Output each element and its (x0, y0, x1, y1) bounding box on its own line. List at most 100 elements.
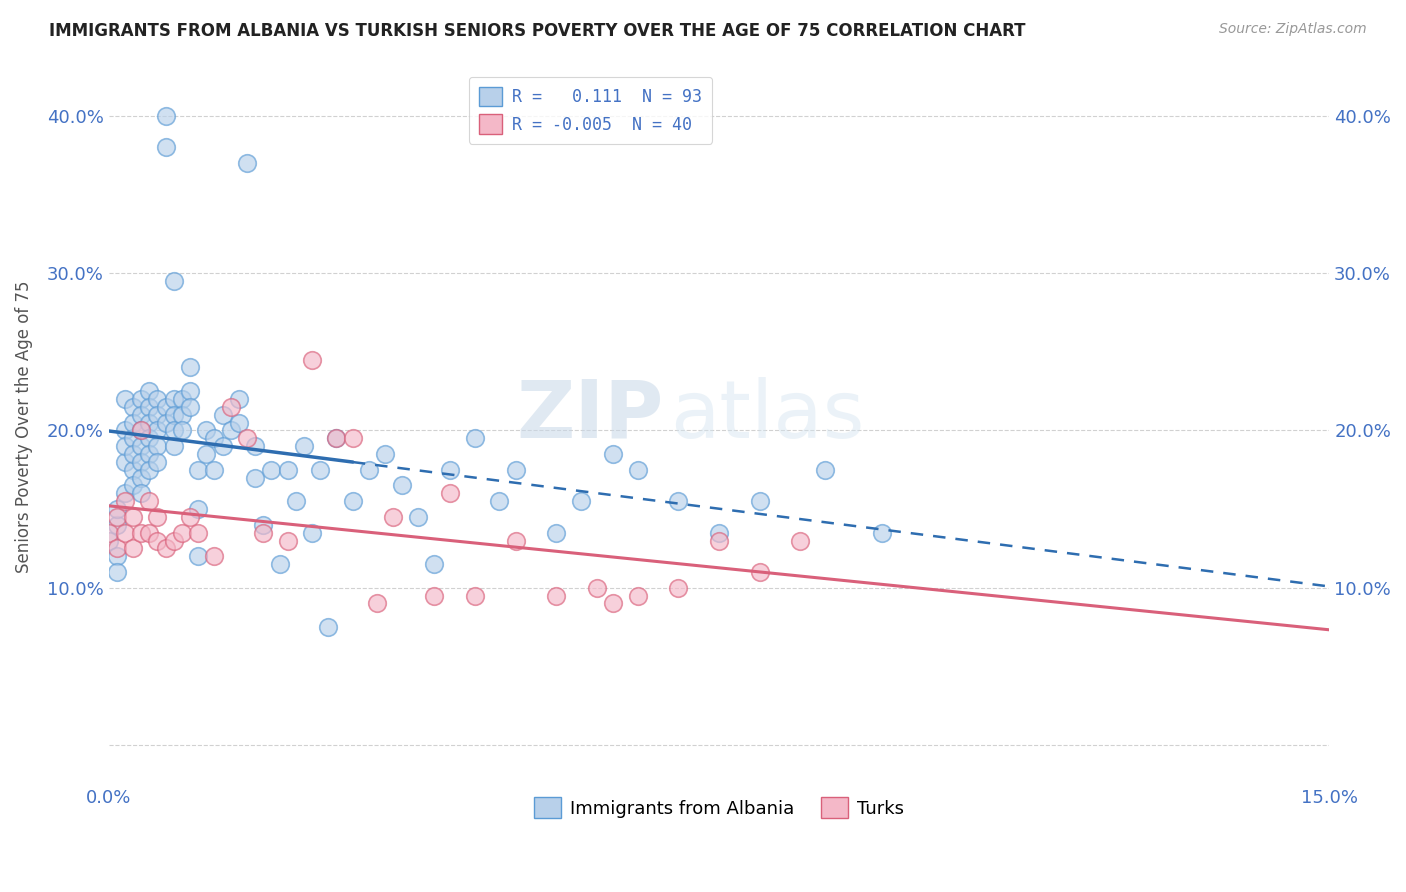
Point (626, 463, 648, 477)
Point (129, 486, 152, 500)
Point (129, 424, 152, 438)
Point (325, 431, 347, 445)
Point (228, 416, 250, 430)
Point (626, 589, 648, 603)
Point (211, 439, 233, 453)
Point (155, 541, 177, 556)
Point (122, 431, 145, 445)
Point (260, 463, 283, 477)
Legend: Immigrants from Albania, Turks: Immigrants from Albania, Turks (526, 790, 911, 825)
Point (138, 463, 160, 477)
Point (423, 589, 446, 603)
Point (464, 589, 486, 603)
Point (122, 416, 145, 430)
Point (707, 533, 730, 548)
Point (789, 533, 811, 548)
Point (114, 455, 136, 469)
Point (170, 525, 193, 540)
Point (870, 525, 893, 540)
Point (114, 486, 136, 500)
Point (814, 463, 837, 477)
Point (146, 439, 169, 453)
Point (105, 517, 128, 532)
Point (236, 156, 259, 170)
Point (129, 455, 152, 469)
Point (129, 525, 152, 540)
Point (666, 581, 689, 595)
Point (170, 424, 193, 438)
Point (163, 424, 186, 438)
Point (138, 525, 160, 540)
Point (277, 533, 299, 548)
Point (179, 360, 201, 375)
Point (569, 494, 592, 508)
Point (211, 408, 233, 422)
Point (195, 447, 218, 461)
Point (122, 400, 145, 414)
Point (236, 431, 259, 445)
Point (179, 400, 201, 414)
Point (423, 557, 446, 571)
Point (269, 557, 291, 571)
Point (114, 439, 136, 453)
Point (252, 517, 274, 532)
Point (195, 424, 218, 438)
Point (163, 392, 186, 406)
Point (97, 525, 120, 540)
Point (202, 549, 225, 564)
Point (748, 565, 770, 579)
Text: atlas: atlas (671, 376, 865, 455)
Point (301, 525, 323, 540)
Point (252, 525, 274, 540)
Point (202, 463, 225, 477)
Point (243, 439, 266, 453)
Point (187, 463, 209, 477)
Point (138, 447, 160, 461)
Point (219, 424, 242, 438)
Point (374, 447, 396, 461)
Point (586, 581, 609, 595)
Point (163, 408, 186, 422)
Point (122, 510, 145, 524)
Point (277, 463, 299, 477)
Point (129, 470, 152, 484)
Point (170, 392, 193, 406)
Point (114, 424, 136, 438)
Point (187, 525, 209, 540)
Point (505, 533, 527, 548)
Point (301, 352, 323, 367)
Point (170, 408, 193, 422)
Point (366, 597, 388, 611)
Point (243, 470, 266, 484)
Point (488, 494, 510, 508)
Point (707, 525, 730, 540)
Point (146, 424, 169, 438)
Point (382, 510, 405, 524)
Point (155, 416, 177, 430)
Point (187, 549, 209, 564)
Point (602, 447, 624, 461)
Point (163, 533, 186, 548)
Point (325, 431, 347, 445)
Point (406, 510, 429, 524)
Point (219, 400, 242, 414)
Point (138, 400, 160, 414)
Point (546, 589, 568, 603)
Point (122, 463, 145, 477)
Point (105, 502, 128, 516)
Y-axis label: Seniors Poverty Over the Age of 75: Seniors Poverty Over the Age of 75 (15, 280, 32, 573)
Point (129, 424, 152, 438)
Point (342, 494, 364, 508)
Point (292, 439, 315, 453)
Point (114, 494, 136, 508)
Point (284, 494, 307, 508)
Point (179, 384, 201, 398)
Point (138, 494, 160, 508)
Point (122, 541, 145, 556)
Point (129, 392, 152, 406)
Point (105, 549, 128, 564)
Point (105, 565, 128, 579)
Point (202, 431, 225, 445)
Point (309, 463, 332, 477)
Point (505, 463, 527, 477)
